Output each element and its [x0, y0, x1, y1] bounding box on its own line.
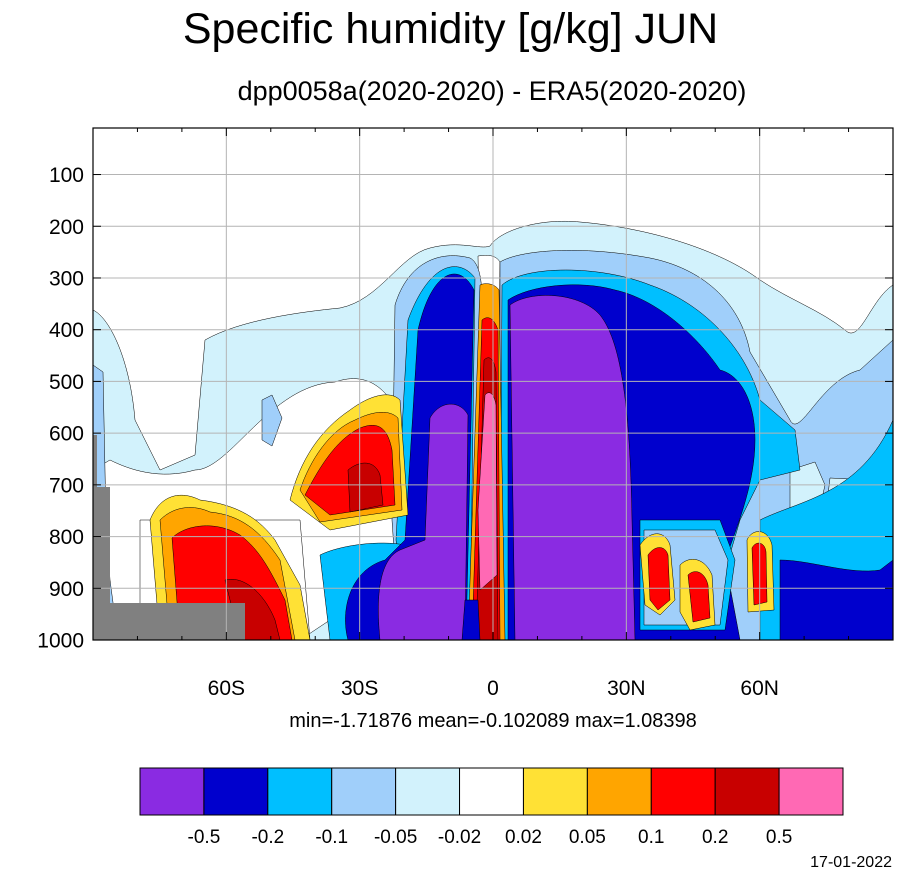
y-tick-label: 900 [49, 578, 84, 601]
chart-title: Specific humidity [g/kg] JUN [182, 5, 719, 53]
colorbar-label: -0.1 [315, 827, 348, 848]
colorbar-label: -0.02 [438, 827, 481, 848]
y-tick-label: 700 [49, 474, 84, 497]
colorbar-label: 0.5 [766, 827, 792, 848]
y-tick-label: 500 [49, 371, 84, 394]
colorbar-swatch [650, 767, 716, 816]
field-purple-sh [378, 403, 469, 640]
colorbar-label: 0.2 [702, 827, 728, 848]
colorbar-swatch [459, 767, 524, 816]
chart-subtitle: dpp0058a(2020-2020) - ERA5(2020-2020) [237, 76, 747, 106]
colorbar-label: -0.5 [188, 827, 221, 848]
colorbar-swatch [522, 767, 588, 816]
missing-data-mask [93, 435, 245, 640]
colorbar-label: 0.02 [505, 827, 542, 848]
colorbar-swatch [267, 767, 333, 816]
stats-text: min=-1.71876 mean=-0.102089 max=1.08398 [289, 710, 697, 732]
colorbar-swatch [139, 767, 205, 816]
y-tick-label: 1000 [37, 630, 84, 653]
colorbar-label: 0.1 [638, 827, 664, 848]
field-darkred-sh-mid [347, 462, 384, 513]
field-blue-dark-nh2 [779, 559, 893, 640]
colorbar-label: 0.05 [569, 827, 606, 848]
y-tick-label: 300 [49, 267, 84, 290]
colorbar-swatch [331, 767, 397, 816]
x-tick-label: 60N [740, 677, 779, 700]
y-tick-label: 600 [49, 423, 84, 446]
y-tick-label: 800 [49, 526, 84, 549]
field-red-nh2 [687, 571, 711, 623]
x-tick-label: 0 [487, 677, 499, 700]
colorbar-label: -0.2 [251, 827, 284, 848]
field-red-nh1 [647, 547, 671, 611]
x-tick-label: 30S [341, 677, 378, 700]
colorbar-swatch [586, 767, 652, 816]
field-pink-eq [477, 392, 498, 591]
colorbar-label: -0.05 [374, 827, 417, 848]
field-blue-eq-foot [461, 599, 481, 640]
x-tick-label: 30N [607, 677, 646, 700]
y-tick-label: 200 [49, 216, 84, 239]
colorbar-swatch [203, 767, 269, 816]
x-tick-label: 60S [208, 677, 245, 700]
date-label: 17-01-2022 [810, 854, 892, 871]
y-tick-label: 400 [49, 319, 84, 342]
y-tick-label: 100 [49, 164, 84, 187]
colorbar-swatch [778, 767, 844, 816]
colorbar-swatch [714, 767, 780, 816]
colorbar-swatch [395, 767, 461, 816]
